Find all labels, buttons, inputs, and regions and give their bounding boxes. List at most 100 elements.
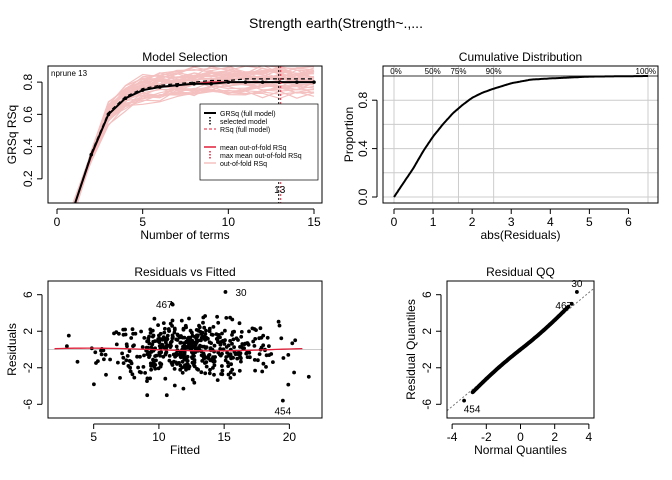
residual-qq-plot-frame <box>446 280 595 419</box>
residual-point <box>140 345 145 349</box>
grsq-point <box>295 80 299 84</box>
residuals-vs-fitted-x-tick-label: 10 <box>152 430 166 444</box>
residual-point <box>190 333 195 338</box>
residual-point <box>259 335 264 340</box>
residual-point <box>121 361 126 365</box>
residual-point <box>174 344 179 349</box>
residual-point <box>197 346 201 350</box>
cumulative-distribution-x-tick-label: 1 <box>430 215 437 229</box>
residual-point <box>160 343 165 348</box>
legend-entry: max mean out-of-fold RSq <box>220 153 302 160</box>
residual-point <box>251 339 256 344</box>
residual-point <box>261 361 266 366</box>
residual-point <box>66 333 71 338</box>
residual-point <box>148 376 153 381</box>
residual-point <box>267 344 271 348</box>
residual-point <box>128 369 133 374</box>
residual-point <box>192 344 197 349</box>
residual-point <box>237 368 242 373</box>
residual-point <box>216 320 221 325</box>
residual-point <box>222 342 227 346</box>
residual-point <box>145 379 149 383</box>
residual-point <box>192 363 196 368</box>
residual-point <box>170 363 175 367</box>
residuals-vs-fitted-x-tick-label: 15 <box>217 430 231 444</box>
residual-point <box>290 341 295 346</box>
residual-point <box>149 363 153 368</box>
residual-point <box>182 346 187 351</box>
residuals-vs-fitted-panel: 30 467 454 Residuals vs Fitted 5 10 15 20 Fitted… <box>5 265 323 457</box>
cumulative-distribution-x-tick-label: 2 <box>469 215 476 229</box>
residual-point <box>245 350 249 355</box>
residual-point <box>142 353 146 358</box>
residual-point <box>234 336 239 341</box>
residuals-vs-fitted-x-tick-label: 5 <box>90 430 97 444</box>
residual-point <box>277 323 282 328</box>
outlier-point <box>223 290 228 294</box>
outlier-point <box>280 398 285 403</box>
residuals-vs-fitted-title: Residuals vs Fitted <box>134 265 235 279</box>
model-selection-x-tick-label: 10 <box>222 215 236 229</box>
model-selection-x-tick-label: 15 <box>307 215 321 229</box>
residual-point <box>228 352 233 357</box>
residual-point <box>180 370 185 375</box>
residual-point <box>174 337 179 342</box>
residual-point <box>163 376 168 381</box>
residual-point <box>75 359 80 364</box>
residual-qq-plot-area <box>447 287 594 412</box>
residual-point <box>269 352 274 356</box>
residual-point <box>167 354 172 358</box>
residual-point <box>257 352 262 356</box>
residual-point <box>121 332 126 337</box>
residual-point <box>207 353 211 358</box>
residual-point <box>65 344 69 349</box>
residual-point <box>181 327 186 332</box>
residual-point <box>207 329 212 334</box>
residual-point <box>185 359 190 363</box>
residual-point <box>108 357 112 362</box>
residual-point <box>181 386 186 391</box>
residual-point <box>218 340 223 344</box>
residual-point <box>190 377 195 382</box>
residual-point <box>178 354 183 359</box>
residual-point <box>203 314 208 318</box>
residual-point <box>170 318 175 323</box>
residual-point <box>259 345 264 350</box>
residual-point <box>232 345 237 349</box>
residual-point <box>178 367 183 372</box>
residual-point <box>165 336 170 341</box>
residual-point <box>149 367 154 372</box>
cumulative-distribution-y-axis-label: Proportion <box>342 107 356 162</box>
residual-point <box>194 337 199 341</box>
rsq-full-model-line <box>74 78 314 203</box>
residual-point <box>153 363 158 367</box>
residual-point <box>207 371 212 376</box>
legend-entry: GRSq (full model) <box>220 111 276 118</box>
residuals-vs-fitted-plot-frame <box>47 280 323 419</box>
grsq-point <box>140 88 145 92</box>
legend-entry: RSq (full model) <box>220 127 270 134</box>
residual-point <box>179 318 184 323</box>
residual-point <box>231 337 236 342</box>
residual-point <box>220 368 225 373</box>
residual-point <box>197 325 202 330</box>
residuals-vs-fitted-x-tick-label: 20 <box>283 430 297 444</box>
qq-outlier-point <box>462 398 466 403</box>
residual-point <box>224 355 229 359</box>
cumulative-distribution-curve <box>393 75 648 198</box>
residual-point <box>212 363 217 368</box>
residual-point <box>204 345 209 349</box>
residual-point <box>212 343 217 348</box>
residual-point <box>204 364 209 369</box>
residual-point <box>164 340 168 345</box>
model-selection-title: Model Selection <box>142 50 227 64</box>
residual-point <box>174 351 179 356</box>
residual-point <box>200 359 205 363</box>
qq-outlier-point <box>569 301 574 306</box>
residual-point <box>215 378 220 382</box>
residual-point <box>195 367 199 371</box>
grsq-point <box>106 112 111 117</box>
residual-point <box>233 352 238 357</box>
